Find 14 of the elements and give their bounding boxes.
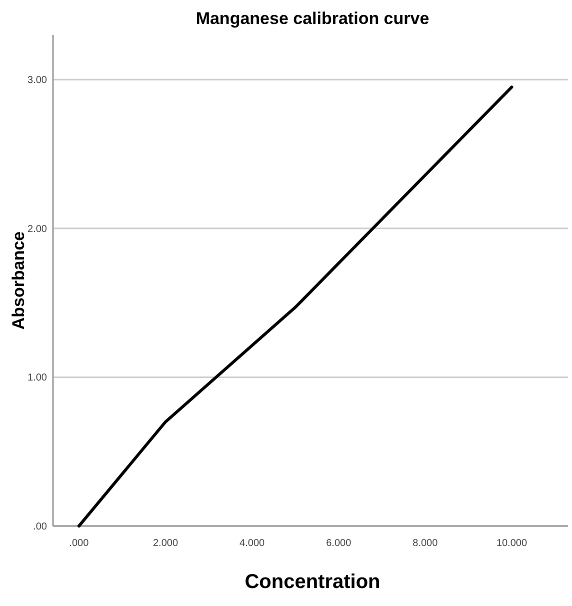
x-axis-title: Concentration xyxy=(244,571,380,593)
y-tick-label: 3.00 xyxy=(28,75,48,86)
x-tick-label: 8.000 xyxy=(412,538,438,549)
y-tick-label: .00 xyxy=(33,522,48,532)
y-tick-label: 1.00 xyxy=(28,372,48,384)
y-axis-title: Absorbance xyxy=(9,231,28,330)
x-tick-label: .000 xyxy=(69,538,90,549)
line-series xyxy=(77,86,514,528)
y-tick-label: 2.00 xyxy=(28,224,48,235)
x-tick-label: 2.000 xyxy=(153,538,178,549)
x-tick-label: 6.000 xyxy=(326,538,352,549)
chart-title: Manganese calibration curve xyxy=(196,9,430,28)
x-tick-label: 10.000 xyxy=(496,538,528,549)
x-tick-label: 4.000 xyxy=(240,538,266,549)
